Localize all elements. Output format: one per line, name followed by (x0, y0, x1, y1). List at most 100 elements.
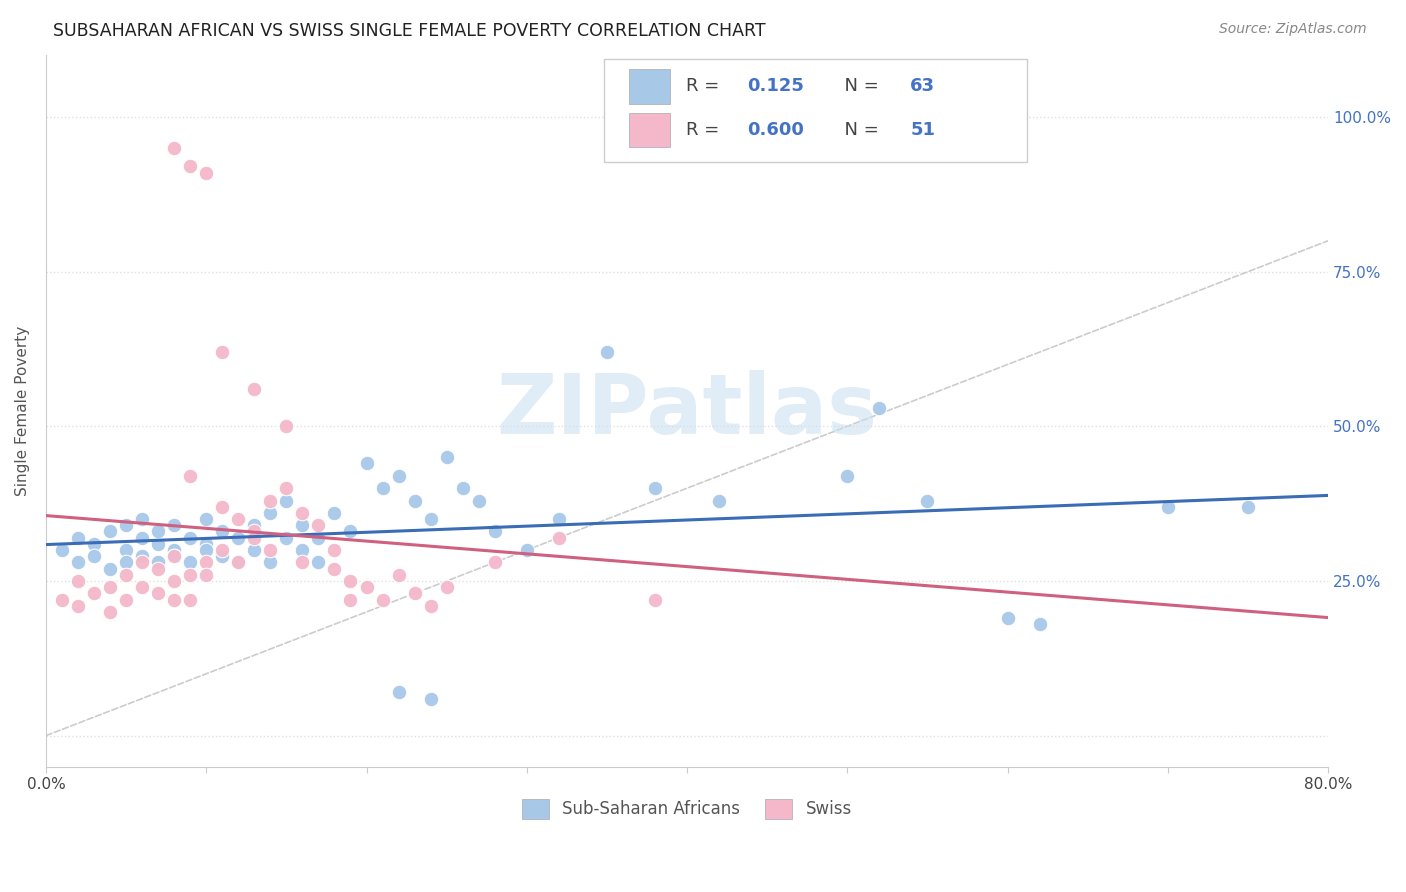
Point (596, 345, 619, 359)
Point (707, 493, 730, 508)
Text: 0.125: 0.125 (748, 78, 804, 95)
Point (644, 481, 666, 495)
Point (1157, 500, 1180, 514)
Text: R =: R = (686, 120, 724, 138)
Point (195, 166, 218, 180)
Point (467, 493, 489, 508)
Point (276, 481, 298, 495)
Point (404, 493, 426, 508)
Point (179, 468, 201, 483)
Point (484, 524, 506, 539)
Point (195, 556, 218, 570)
Point (484, 556, 506, 570)
Point (211, 543, 233, 558)
Point (163, 543, 186, 558)
Point (146, 556, 169, 570)
Point (436, 450, 458, 465)
Point (419, 599, 441, 613)
FancyBboxPatch shape (630, 70, 671, 103)
Point (516, 543, 538, 558)
Point (179, 531, 201, 545)
Point (259, 543, 281, 558)
Point (115, 556, 138, 570)
Point (66, 556, 89, 570)
Point (146, 524, 169, 539)
Point (98, 605, 121, 619)
Point (404, 586, 426, 600)
Text: 0.600: 0.600 (748, 120, 804, 138)
Point (195, 543, 218, 558)
Point (66, 531, 89, 545)
Point (547, 512, 569, 526)
Point (339, 592, 361, 607)
Point (276, 531, 298, 545)
Point (179, 592, 201, 607)
Point (1237, 500, 1260, 514)
Point (226, 556, 249, 570)
Point (339, 574, 361, 588)
Point (131, 556, 153, 570)
Point (195, 537, 218, 551)
Point (115, 543, 138, 558)
Point (98, 561, 121, 575)
Point (307, 518, 329, 533)
Point (98, 580, 121, 594)
Point (83, 537, 105, 551)
Point (83, 586, 105, 600)
Text: ZIPatlas: ZIPatlas (496, 370, 877, 451)
Point (291, 518, 314, 533)
Point (356, 457, 378, 471)
Point (291, 506, 314, 520)
Point (387, 468, 409, 483)
Point (131, 531, 153, 545)
Point (211, 345, 233, 359)
Point (131, 549, 153, 564)
Text: N =: N = (834, 120, 884, 138)
Point (163, 518, 186, 533)
Point (356, 580, 378, 594)
Point (115, 592, 138, 607)
Point (179, 160, 201, 174)
Point (211, 549, 233, 564)
Point (644, 592, 666, 607)
Point (243, 543, 266, 558)
Text: R =: R = (686, 78, 724, 95)
Point (146, 561, 169, 575)
Legend: Sub-Saharan Africans, Swiss: Sub-Saharan Africans, Swiss (516, 792, 858, 826)
Point (211, 524, 233, 539)
Point (371, 592, 394, 607)
Point (837, 468, 859, 483)
Point (163, 592, 186, 607)
Point (419, 512, 441, 526)
Point (115, 567, 138, 582)
Point (917, 493, 939, 508)
Point (195, 567, 218, 582)
Point (451, 481, 474, 495)
Point (179, 556, 201, 570)
Point (115, 518, 138, 533)
Point (163, 549, 186, 564)
Point (226, 531, 249, 545)
Point (51, 592, 73, 607)
Point (997, 611, 1019, 625)
Point (419, 691, 441, 706)
Point (211, 500, 233, 514)
Point (323, 543, 346, 558)
Point (179, 567, 201, 582)
Point (387, 685, 409, 699)
Text: N =: N = (834, 78, 884, 95)
Point (547, 531, 569, 545)
Point (146, 537, 169, 551)
Point (243, 382, 266, 396)
Point (259, 493, 281, 508)
Point (243, 531, 266, 545)
Point (276, 493, 298, 508)
Point (323, 506, 346, 520)
Point (339, 524, 361, 539)
Text: Source: ZipAtlas.com: Source: ZipAtlas.com (1219, 22, 1367, 37)
Point (387, 567, 409, 582)
Point (131, 512, 153, 526)
Point (276, 419, 298, 434)
FancyBboxPatch shape (603, 59, 1026, 161)
Point (51, 543, 73, 558)
